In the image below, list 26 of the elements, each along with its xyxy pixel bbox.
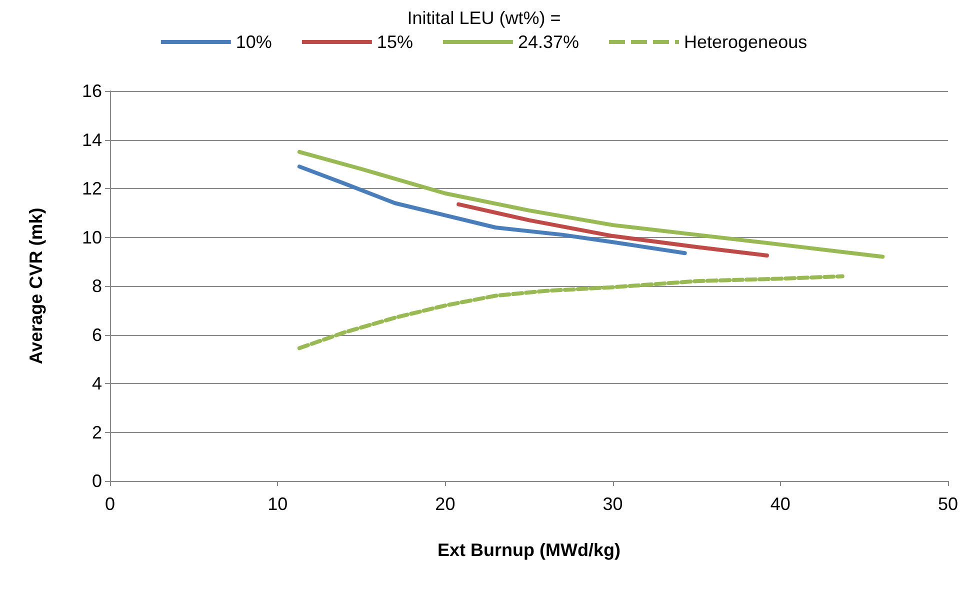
- y-tick-label: 14: [82, 130, 102, 150]
- y-tick-label: 0: [92, 471, 102, 491]
- legend-label: 10%: [236, 32, 272, 52]
- y-tick-label: 16: [82, 81, 102, 101]
- y-tick-label: 8: [92, 276, 102, 296]
- y-tick-label: 4: [92, 374, 102, 394]
- legend-label: 15%: [376, 32, 413, 52]
- x-axis-title: Ext Burnup (MWd/kg): [438, 540, 620, 560]
- x-tick-label: 0: [104, 494, 116, 514]
- x-tick-label: 30: [602, 494, 623, 514]
- x-tick-label: 20: [435, 494, 456, 514]
- legend-label: 24.37%: [518, 32, 580, 52]
- y-tick-label: 2: [92, 422, 102, 442]
- line-series: [297, 164, 687, 256]
- line-series: [297, 150, 885, 259]
- line-series: [456, 202, 769, 258]
- y-tick-label: 12: [82, 178, 102, 198]
- y-tick-label: 10: [82, 227, 102, 248]
- legend-title: Initital LEU (wt%) =: [407, 8, 561, 28]
- y-tick-label: 6: [92, 324, 102, 345]
- line-series: [297, 274, 844, 350]
- legend-label: Heterogeneous: [684, 32, 808, 52]
- y-axis-title: Average CVR (mk): [26, 208, 46, 364]
- x-tick-label: 10: [268, 494, 288, 514]
- x-tick-label: 50: [938, 494, 958, 514]
- x-tick-label: 40: [770, 494, 790, 514]
